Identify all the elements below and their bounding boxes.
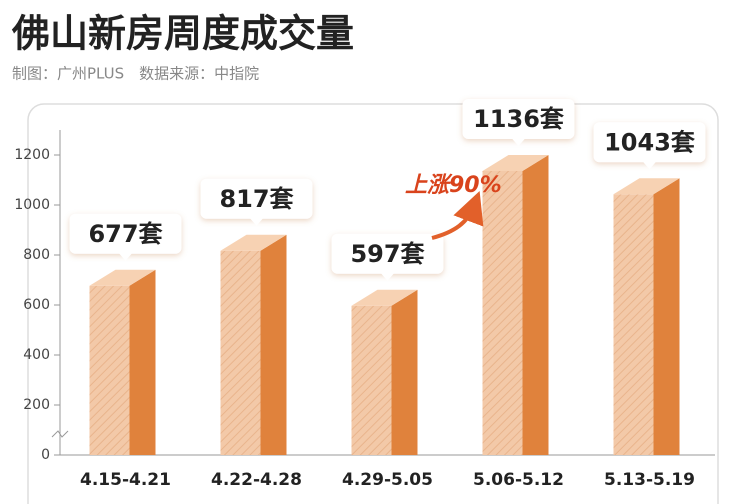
y-tick-label: 800 bbox=[23, 247, 50, 263]
chart-title: 佛山新房周度成交量 bbox=[11, 12, 354, 56]
value-label: 597套 bbox=[350, 240, 425, 268]
bar-top bbox=[482, 155, 549, 171]
value-label-box bbox=[200, 178, 313, 219]
annotation: 上涨90% bbox=[405, 173, 502, 198]
y-tick-label: 0 bbox=[41, 447, 50, 463]
bar-top bbox=[613, 178, 680, 195]
bar-front bbox=[482, 171, 523, 455]
x-tick-label: 4.29-5.05 bbox=[342, 470, 433, 490]
x-tick-label: 4.22-4.28 bbox=[211, 470, 302, 490]
y-tick-label: 1000 bbox=[14, 197, 50, 213]
value-label-pointer bbox=[118, 252, 133, 261]
x-tick-label: 5.06-5.12 bbox=[473, 470, 564, 490]
y-tick-label: 1200 bbox=[14, 147, 50, 163]
bar-front bbox=[89, 285, 130, 455]
y-tick-label: 200 bbox=[23, 397, 50, 413]
bar-side bbox=[260, 234, 287, 455]
chart-subtitle: 制图：广州PLUS 数据来源：中指院 bbox=[12, 65, 259, 83]
bar-side bbox=[129, 269, 156, 455]
axis-break bbox=[51, 430, 69, 438]
value-label-box bbox=[593, 122, 706, 163]
value-label-pointer bbox=[511, 138, 526, 146]
bar-side bbox=[653, 178, 680, 455]
bar-side bbox=[522, 155, 549, 455]
bar-front bbox=[351, 305, 392, 455]
bar-front bbox=[220, 250, 261, 455]
value-label: 1043套 bbox=[604, 128, 696, 156]
y-tick-label: 600 bbox=[23, 297, 50, 313]
value-label: 677套 bbox=[88, 220, 163, 248]
bar-front bbox=[613, 194, 654, 455]
value-label-box bbox=[462, 99, 575, 139]
value-label-pointer bbox=[249, 217, 264, 226]
value-label-pointer bbox=[642, 161, 657, 170]
rise-arrow bbox=[431, 191, 484, 240]
y-tick-label: 400 bbox=[23, 347, 50, 363]
value-label: 817套 bbox=[219, 185, 294, 213]
bar-top bbox=[351, 289, 418, 306]
bar-top bbox=[220, 234, 287, 251]
bar-top bbox=[89, 269, 156, 286]
x-tick-label: 4.15-4.21 bbox=[80, 470, 171, 490]
value-label-pointer bbox=[380, 272, 395, 281]
bar-side bbox=[391, 289, 418, 455]
value-label-box bbox=[331, 233, 444, 274]
x-tick-label: 5.13-5.19 bbox=[604, 470, 695, 490]
value-label-box bbox=[69, 213, 182, 254]
value-label: 1136套 bbox=[473, 105, 565, 133]
